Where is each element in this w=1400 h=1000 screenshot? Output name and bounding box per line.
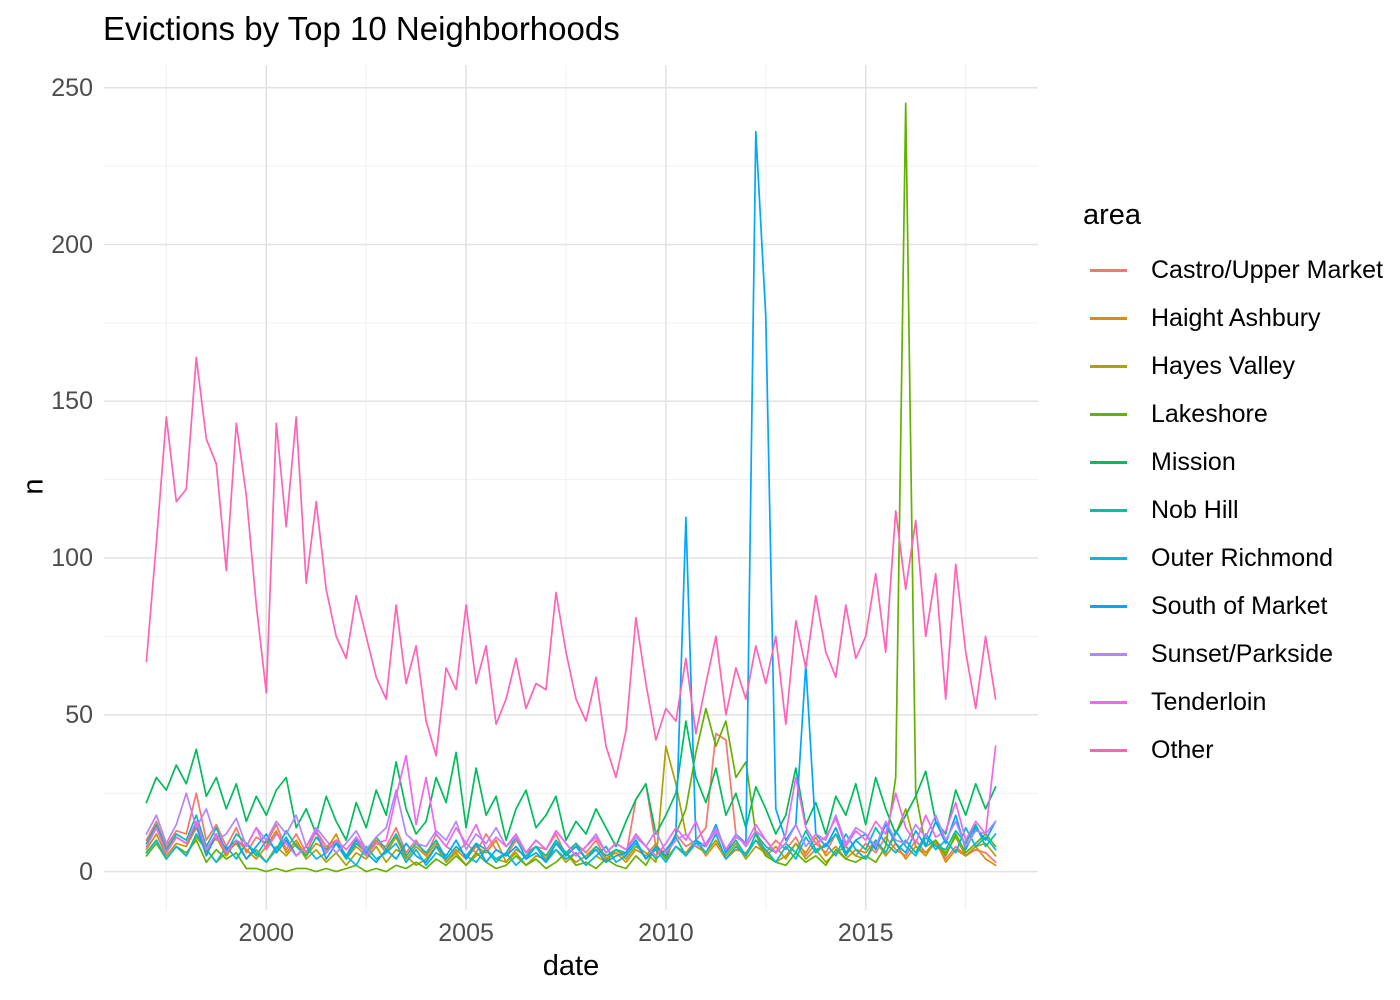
legend-entry: Outer Richmond bbox=[1083, 534, 1399, 582]
legend-entry: Castro/Upper Market bbox=[1083, 246, 1399, 294]
series-line-mission bbox=[145, 720, 997, 848]
legend: area Castro/Upper Market Haight Ashbury Ha… bbox=[1083, 198, 1399, 774]
series-line-outer-richmond bbox=[145, 826, 997, 867]
legend-key-line-icon bbox=[1090, 508, 1127, 512]
legend-label: Haight Ashbury bbox=[1151, 303, 1321, 332]
y-tick-label: 200 bbox=[51, 230, 93, 259]
legend-entry: Lakeshore bbox=[1083, 390, 1399, 438]
legend-entry: Nob Hill bbox=[1083, 486, 1399, 534]
y-tick-label: 150 bbox=[51, 387, 93, 416]
x-tick-label: 2000 bbox=[238, 919, 295, 947]
series-line-lakeshore bbox=[145, 102, 997, 873]
legend-label: Castro/Upper Market bbox=[1151, 255, 1384, 284]
legend-key-line-icon bbox=[1090, 316, 1127, 320]
legend-key-line-icon bbox=[1090, 652, 1127, 656]
series-line-south-of-market bbox=[145, 130, 997, 864]
legend-label: Nob Hill bbox=[1151, 495, 1239, 524]
y-tick-label: 250 bbox=[51, 73, 93, 102]
legend-entries: Castro/Upper Market Haight Ashbury Hayes V… bbox=[1083, 246, 1399, 774]
legend-label: Mission bbox=[1151, 447, 1236, 476]
legend-entry: Tenderloin bbox=[1083, 678, 1399, 726]
x-axis-title: date bbox=[542, 950, 600, 982]
legend-label: Other bbox=[1151, 735, 1214, 764]
legend-entry: Sunset/Parkside bbox=[1083, 630, 1399, 678]
legend-label: Tenderloin bbox=[1151, 687, 1267, 716]
legend-entry: Haight Ashbury bbox=[1083, 294, 1399, 342]
legend-entry: Other bbox=[1083, 726, 1399, 774]
x-tick-label: 2005 bbox=[438, 919, 494, 947]
y-tick-label: 0 bbox=[79, 857, 93, 886]
legend-title: area bbox=[1083, 199, 1142, 231]
legend-label: Outer Richmond bbox=[1151, 543, 1334, 572]
legend-key-line-icon bbox=[1090, 412, 1127, 416]
legend-key-line-icon bbox=[1090, 556, 1127, 560]
y-tick-label: 50 bbox=[65, 700, 93, 729]
legend-label: Hayes Valley bbox=[1151, 351, 1296, 380]
y-tick-label: 100 bbox=[51, 544, 93, 573]
x-tick-label: 2010 bbox=[638, 919, 694, 947]
series-line-hayes-valley bbox=[145, 745, 997, 867]
y-axis-title: n bbox=[17, 478, 50, 495]
legend-label: South of Market bbox=[1151, 591, 1328, 620]
legend-key-line-icon bbox=[1090, 364, 1127, 368]
legend-key-line-icon bbox=[1090, 460, 1127, 464]
legend-entry: Hayes Valley bbox=[1083, 342, 1399, 390]
series-line-other bbox=[145, 356, 997, 779]
legend-entry: Mission bbox=[1083, 438, 1399, 486]
chart-title: Evictions by Top 10 Neighborhoods bbox=[103, 10, 620, 47]
legend-key-line-icon bbox=[1090, 604, 1127, 608]
legend-entry: South of Market bbox=[1083, 582, 1399, 630]
legend-label: Lakeshore bbox=[1151, 399, 1268, 428]
legend-key-line-icon bbox=[1090, 700, 1127, 704]
legend-label: Sunset/Parkside bbox=[1151, 639, 1334, 668]
legend-key-line-icon bbox=[1090, 748, 1127, 752]
x-tick-label: 2015 bbox=[837, 919, 894, 947]
legend-key-line-icon bbox=[1090, 268, 1127, 272]
series-line-tenderloin bbox=[145, 745, 997, 857]
